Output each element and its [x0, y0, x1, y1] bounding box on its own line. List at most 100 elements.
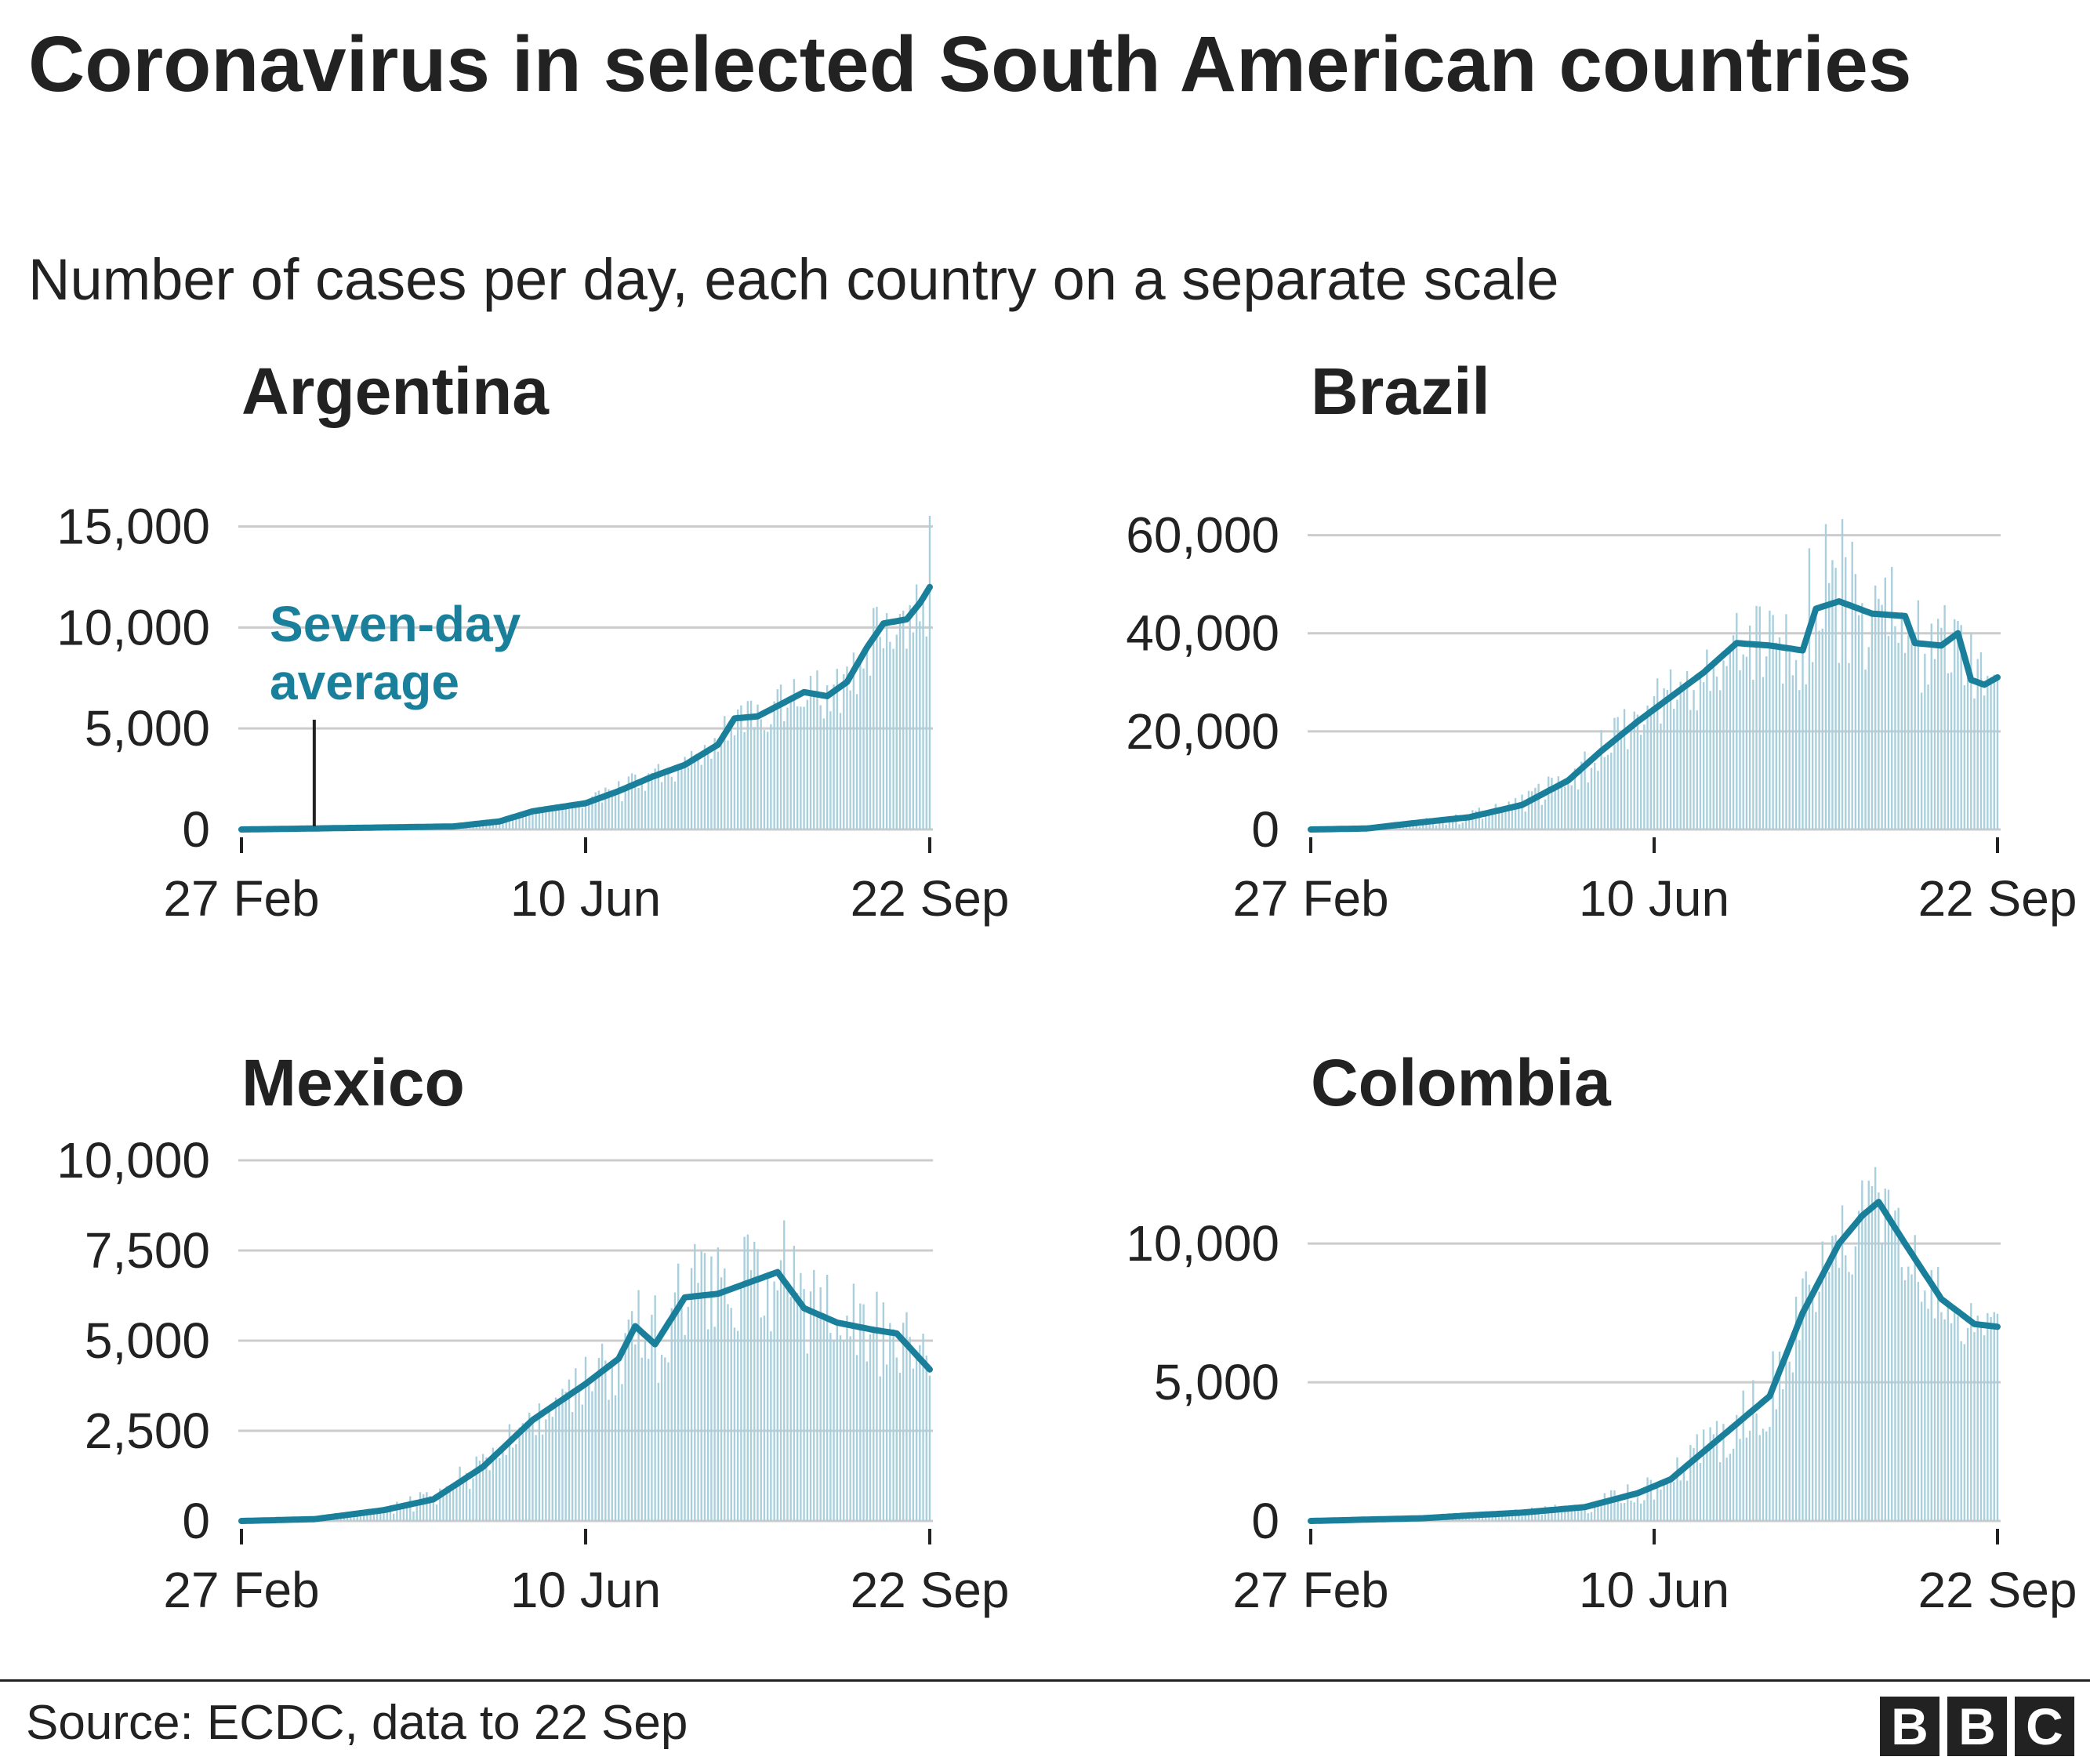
daily-bar — [694, 1243, 696, 1521]
daily-bar — [895, 634, 898, 829]
x-tick-label: 27 Feb — [163, 1562, 319, 1618]
daily-bar — [1762, 677, 1765, 829]
y-tick-label: 5,000 — [85, 700, 210, 757]
daily-bar — [488, 825, 491, 829]
daily-bar — [515, 816, 517, 829]
daily-bar — [1857, 1210, 1860, 1521]
daily-bar — [386, 1507, 388, 1521]
daily-bar — [859, 662, 862, 829]
daily-bar — [1442, 819, 1444, 829]
daily-bar — [876, 1291, 878, 1521]
daily-bar — [1775, 642, 1778, 829]
daily-bar — [760, 719, 762, 829]
daily-bar — [1870, 610, 1874, 829]
daily-bar — [554, 1397, 557, 1521]
panel-argentina: Argentina 0 5,000 10,000 15,000 27 Feb 10 Jun 2… — [56, 354, 1009, 927]
daily-bar — [1627, 749, 1629, 829]
daily-bar — [1831, 560, 1834, 829]
daily-bar — [796, 706, 799, 829]
footer-divider — [0, 1679, 2090, 1682]
panel-brazil: Brazil 0 20,000 40,000 60,000 27 Feb 10 Jun 22 … — [1126, 354, 2077, 927]
daily-bar — [1475, 811, 1477, 829]
y-tick-label: 5,000 — [1154, 1354, 1279, 1410]
daily-bar — [588, 1381, 590, 1521]
daily-bar — [1567, 782, 1569, 829]
daily-bar — [505, 818, 507, 829]
daily-bar — [618, 1359, 620, 1521]
daily-bar — [1696, 1434, 1698, 1521]
daily-bar — [862, 668, 865, 829]
y-tick-label: 0 — [182, 1493, 210, 1549]
daily-bar — [736, 1330, 739, 1521]
daily-bar — [1802, 1278, 1804, 1521]
daily-bar — [813, 696, 815, 829]
daily-bar — [611, 1365, 613, 1521]
daily-bar — [366, 1512, 368, 1521]
daily-bar — [1854, 1246, 1857, 1521]
daily-bar — [508, 1424, 511, 1521]
daily-bar — [816, 670, 818, 829]
daily-bar — [1742, 654, 1744, 829]
daily-bar — [843, 673, 845, 829]
daily-bar — [687, 767, 690, 829]
daily-bar — [892, 1329, 894, 1521]
daily-bar — [1845, 1255, 1847, 1521]
daily-bar — [1878, 1192, 1880, 1521]
daily-bar — [538, 1403, 541, 1521]
daily-bar — [1894, 626, 1896, 829]
daily-bar — [1930, 623, 1932, 829]
daily-bars — [244, 1220, 931, 1521]
daily-bar — [1702, 682, 1705, 829]
daily-bar — [1739, 670, 1741, 829]
daily-bar — [925, 636, 927, 829]
daily-bar — [1587, 1513, 1589, 1521]
daily-bar — [766, 1272, 769, 1521]
daily-bar — [928, 1375, 931, 1521]
daily-bar — [1782, 1388, 1784, 1521]
seven-day-average-line — [238, 1269, 933, 1524]
daily-bar — [1976, 659, 1979, 829]
daily-bar — [1874, 1167, 1877, 1521]
daily-bar — [1805, 1271, 1807, 1521]
daily-bar — [1537, 783, 1540, 829]
daily-bar — [809, 1291, 812, 1521]
daily-bar — [1874, 585, 1877, 829]
daily-bar — [1560, 784, 1563, 829]
daily-bar — [789, 695, 792, 829]
daily-bar — [1478, 808, 1480, 829]
daily-bar — [1646, 1477, 1649, 1521]
daily-bar — [485, 1457, 488, 1521]
daily-bar — [1616, 717, 1619, 829]
daily-bar — [1577, 789, 1580, 829]
daily-bar — [1739, 1439, 1741, 1521]
daily-bar — [654, 1295, 656, 1521]
daily-bar — [1914, 633, 1916, 829]
daily-bar — [1468, 820, 1471, 829]
daily-bar — [499, 1457, 501, 1521]
daily-bar — [426, 1492, 428, 1521]
daily-bar — [664, 772, 666, 829]
daily-bar — [673, 1292, 677, 1521]
daily-bar — [905, 648, 908, 829]
daily-bar — [541, 1434, 544, 1521]
daily-bar — [1725, 666, 1728, 829]
daily-bar — [909, 1337, 911, 1521]
daily-bar — [770, 1331, 772, 1521]
daily-bar — [898, 1372, 902, 1521]
daily-bar — [1557, 1512, 1560, 1521]
y-tick-label: 10,000 — [56, 599, 210, 655]
daily-bar — [1594, 762, 1596, 829]
daily-bar — [724, 716, 726, 829]
daily-bar — [1649, 715, 1652, 829]
daily-bar — [915, 1350, 918, 1521]
daily-bar — [465, 1472, 468, 1521]
y-tick-label: 10,000 — [1126, 1215, 1279, 1272]
daily-bar — [1732, 635, 1735, 829]
daily-bar — [448, 1487, 452, 1521]
daily-bar — [1630, 1501, 1632, 1521]
daily-bar — [796, 1293, 799, 1521]
daily-bar — [1557, 776, 1560, 829]
daily-bar — [677, 1263, 680, 1521]
x-tick-label: 10 Jun — [1579, 870, 1729, 927]
daily-bar — [763, 730, 766, 829]
